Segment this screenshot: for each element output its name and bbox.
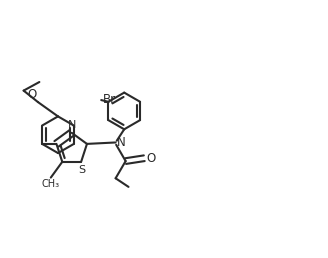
- Text: O: O: [147, 152, 156, 165]
- Text: O: O: [27, 88, 36, 101]
- Text: N: N: [68, 120, 76, 130]
- Text: S: S: [79, 165, 86, 175]
- Text: Br: Br: [103, 93, 116, 106]
- Text: N: N: [117, 136, 126, 149]
- Text: CH₃: CH₃: [41, 179, 59, 189]
